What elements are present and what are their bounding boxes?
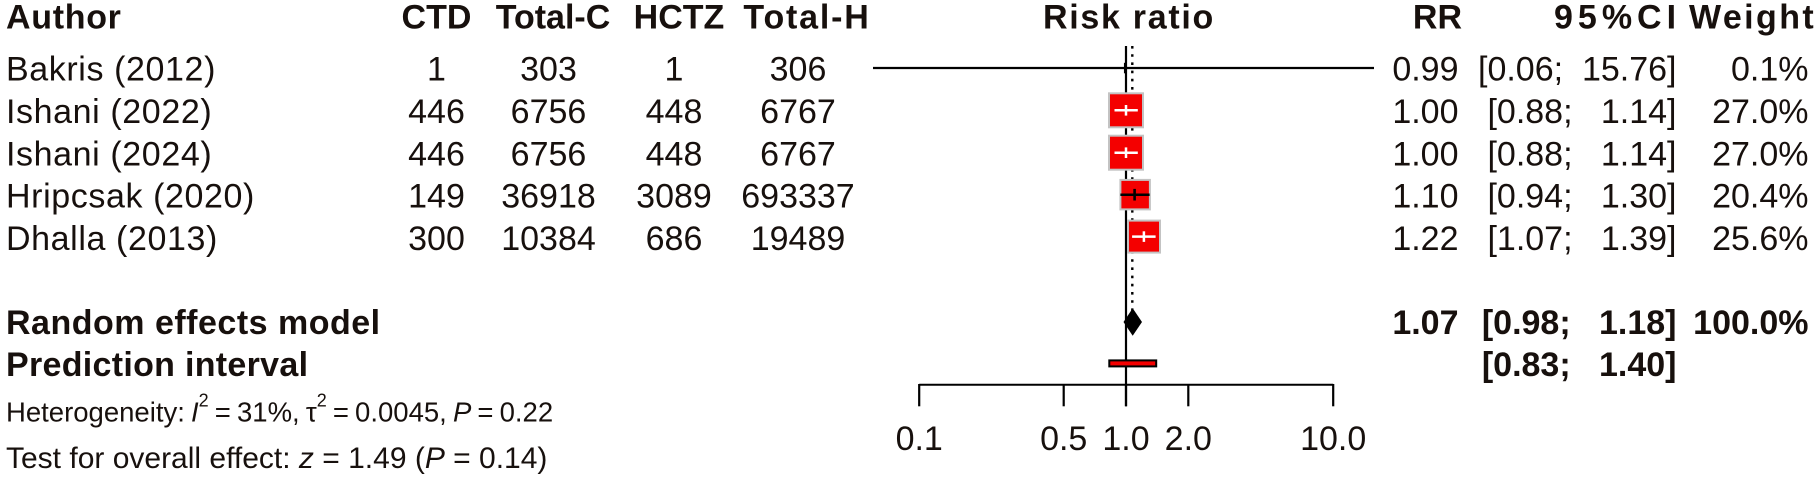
svg-text:446: 446 (408, 135, 465, 173)
svg-text:686: 686 (646, 220, 703, 258)
svg-text:[0.98; 1.18]: [0.98; 1.18] (1482, 304, 1677, 342)
svg-text:Dhalla (2013): Dhalla (2013) (6, 220, 218, 258)
svg-text:306: 306 (770, 51, 827, 89)
svg-text:1.0: 1.0 (1102, 420, 1149, 458)
svg-text:27.0%: 27.0% (1712, 135, 1808, 173)
svg-text:25.6%: 25.6% (1712, 220, 1808, 258)
svg-text:[0.94; 1.30]: [0.94; 1.30] (1487, 177, 1676, 215)
svg-text:1.22: 1.22 (1392, 220, 1458, 258)
svg-text:0.99: 0.99 (1392, 51, 1458, 89)
svg-text:Total-H: Total-H (743, 0, 870, 36)
svg-text:1: 1 (427, 51, 446, 89)
svg-text:3089: 3089 (636, 177, 712, 215)
svg-text:6767: 6767 (760, 135, 836, 173)
svg-text:1.00: 1.00 (1392, 93, 1458, 131)
svg-text:27.0%: 27.0% (1712, 93, 1808, 131)
svg-text:1.07: 1.07 (1392, 304, 1458, 342)
svg-text:1.10: 1.10 (1392, 177, 1458, 215)
svg-text:149: 149 (408, 177, 465, 215)
svg-text:448: 448 (646, 135, 703, 173)
svg-text:[0.88; 1.14]: [0.88; 1.14] (1487, 135, 1676, 173)
svg-text:Weight: Weight (1689, 0, 1816, 36)
svg-text:19489: 19489 (751, 220, 846, 258)
svg-text:RR: RR (1413, 0, 1462, 36)
svg-text:2.0: 2.0 (1165, 420, 1212, 458)
svg-text:[0.83; 1.40]: [0.83; 1.40] (1482, 346, 1677, 384)
svg-text:Ishani (2024): Ishani (2024) (6, 135, 212, 173)
svg-text:448: 448 (646, 93, 703, 131)
svg-text:303: 303 (520, 51, 577, 89)
svg-text:0.5: 0.5 (1040, 420, 1087, 458)
svg-text:Heterogeneity: I2 = 31%, τ2 =: Heterogeneity: I2 = 31%, τ2 = 0.0045, P … (6, 391, 553, 428)
svg-text:6756: 6756 (511, 93, 587, 131)
svg-text:Author: Author (6, 0, 122, 36)
svg-text:95%CI: 95%CI (1554, 0, 1681, 36)
svg-text:100.0%: 100.0% (1693, 304, 1808, 342)
svg-text:1.00: 1.00 (1392, 135, 1458, 173)
svg-text:6767: 6767 (760, 93, 836, 131)
svg-text:Prediction interval: Prediction interval (6, 346, 308, 384)
svg-text:10.0: 10.0 (1300, 420, 1366, 458)
svg-text:Risk ratio: Risk ratio (1043, 0, 1215, 36)
svg-text:10384: 10384 (501, 220, 596, 258)
svg-text:20.4%: 20.4% (1712, 177, 1808, 215)
svg-text:[0.06; 15.76]: [0.06; 15.76] (1478, 51, 1677, 89)
svg-text:Bakris (2012): Bakris (2012) (6, 51, 216, 89)
svg-text:6756: 6756 (511, 135, 587, 173)
svg-text:CTD: CTD (402, 0, 472, 36)
svg-text:0.1%: 0.1% (1731, 51, 1809, 89)
svg-text:Ishani (2022): Ishani (2022) (6, 93, 212, 131)
svg-text:Hripcsak (2020): Hripcsak (2020) (6, 177, 255, 215)
svg-text:Random effects model: Random effects model (6, 304, 381, 342)
svg-text:HCTZ: HCTZ (634, 0, 725, 36)
svg-text:693337: 693337 (741, 177, 854, 215)
svg-text:Total-C: Total-C (496, 0, 611, 36)
svg-text:446: 446 (408, 93, 465, 131)
svg-text:300: 300 (408, 220, 465, 258)
svg-text:0.1: 0.1 (896, 420, 943, 458)
svg-text:36918: 36918 (501, 177, 596, 215)
svg-text:[1.07; 1.39]: [1.07; 1.39] (1487, 220, 1676, 258)
svg-text:Test for overall effect: z = 1: Test for overall effect: z = 1.49 (P = 0… (6, 442, 547, 475)
svg-text:1: 1 (665, 51, 684, 89)
svg-text:[0.88; 1.14]: [0.88; 1.14] (1487, 93, 1676, 131)
